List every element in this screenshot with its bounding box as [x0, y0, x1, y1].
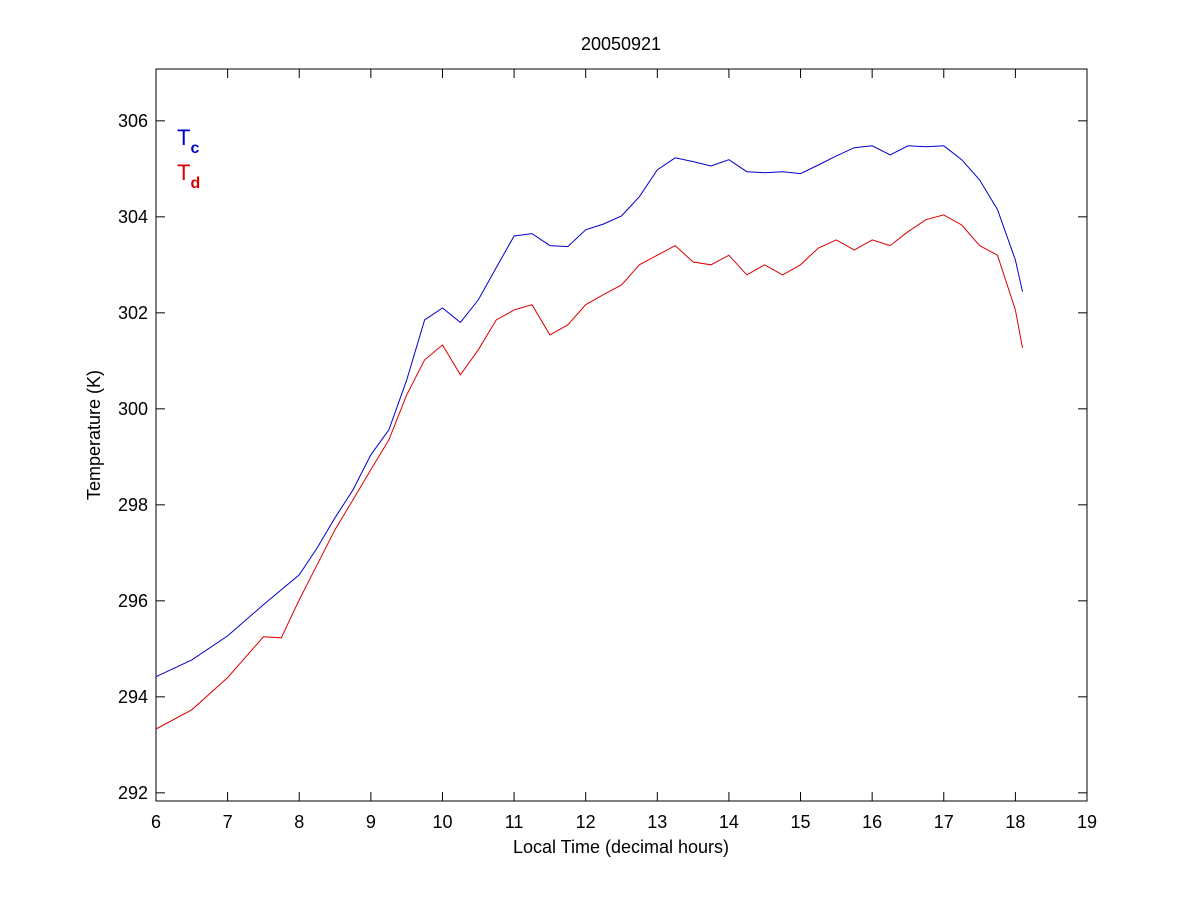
x-tick-label: 12: [576, 812, 596, 832]
legend-entry-td: Td: [177, 160, 200, 192]
x-tick-label: 9: [366, 812, 376, 832]
x-tick-label: 16: [862, 812, 882, 832]
plot-area: [155, 68, 1088, 802]
x-tick-label: 6: [151, 812, 161, 832]
y-tick-label: 294: [118, 687, 148, 707]
y-tick-label: 302: [118, 303, 148, 323]
legend-entry-tc: Tc: [177, 125, 199, 157]
x-tick-label: 14: [719, 812, 739, 832]
y-axis-label: Temperature (K): [84, 370, 104, 500]
x-tick-label: 18: [1005, 812, 1025, 832]
y-tick-label: 298: [118, 495, 148, 515]
y-tick-label: 304: [118, 207, 148, 227]
y-tick-label: 306: [118, 111, 148, 131]
x-tick-label: 8: [294, 812, 304, 832]
chart-title: 20050921: [581, 34, 661, 54]
x-tick-label: 7: [223, 812, 233, 832]
x-tick-label: 10: [432, 812, 452, 832]
x-tick-label: 15: [791, 812, 811, 832]
x-tick-label: 17: [934, 812, 954, 832]
y-tick-label: 300: [118, 399, 148, 419]
x-axis-label: Local Time (decimal hours): [513, 837, 729, 857]
x-tick-label: 19: [1077, 812, 1097, 832]
x-tick-label: 11: [505, 812, 524, 832]
x-tick-label: 13: [647, 812, 667, 832]
series-line-tc: [155, 145, 1023, 678]
y-tick-label: 292: [118, 783, 148, 803]
legend: Tc Td: [177, 125, 200, 192]
series-line-td: [155, 214, 1023, 730]
y-tick-label: 296: [118, 591, 148, 611]
